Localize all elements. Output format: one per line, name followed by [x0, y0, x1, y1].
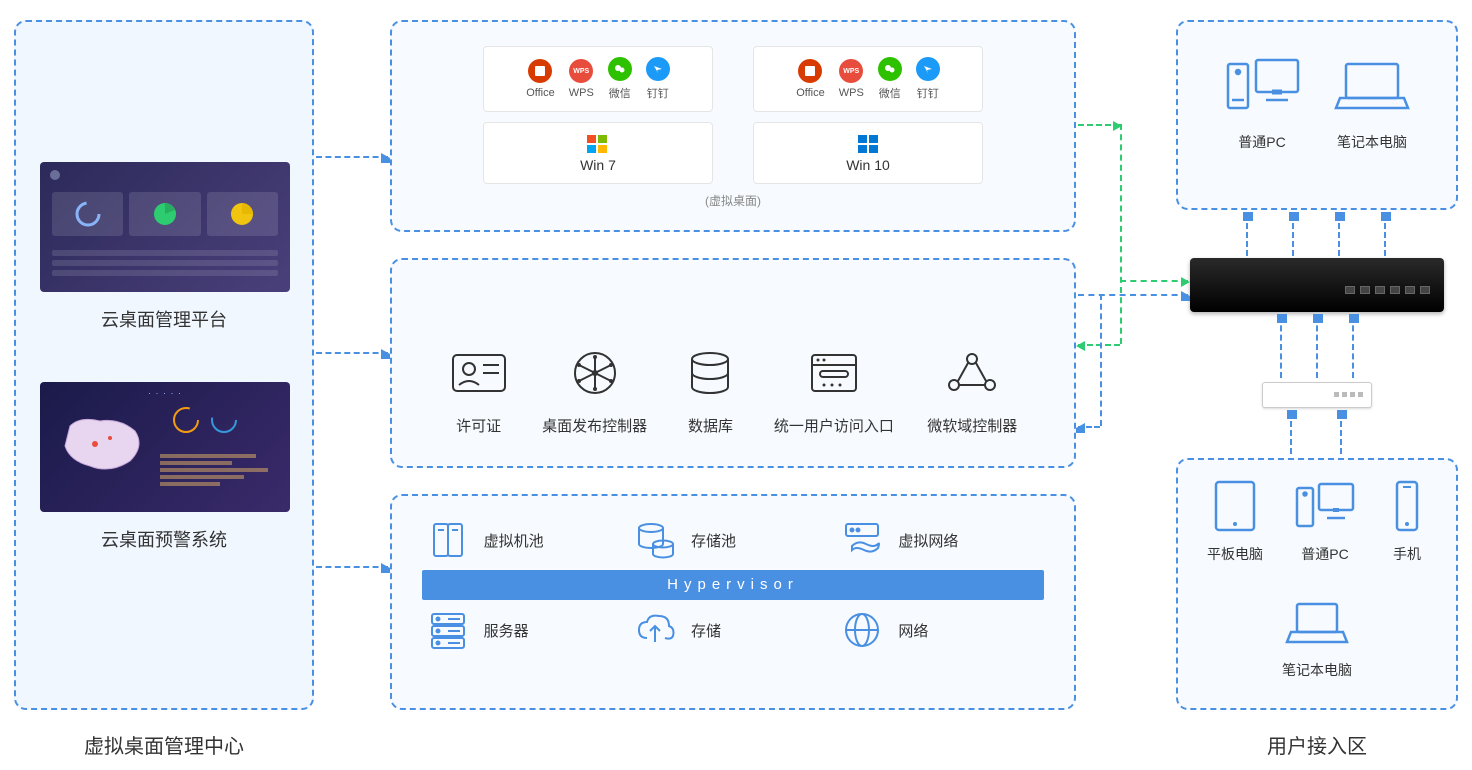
device-laptop2: 笔记本电脑	[1282, 594, 1352, 680]
gateway-device	[1190, 258, 1444, 312]
mgr-panel: 许可证 桌面发布控制器 数据库 统一用户访问入口 微软域控制器	[390, 258, 1076, 468]
connector	[1078, 124, 1120, 126]
connector	[1246, 214, 1248, 256]
device-tablet: 平板电脑	[1207, 478, 1263, 564]
database-icon	[680, 349, 740, 397]
apps-card-win10: Office WPSWPS 微信 钉钉	[753, 46, 983, 112]
os-card-win7: Win 7	[483, 122, 713, 184]
app-wechat: 微信	[608, 57, 632, 101]
apps-card-win7: Office WPSWPS 微信 钉钉	[483, 46, 713, 112]
device-laptop: 笔记本电脑	[1332, 52, 1412, 152]
vnet-icon	[840, 518, 884, 562]
storagepool-icon	[633, 518, 677, 562]
connector	[1340, 412, 1342, 454]
globe-icon	[840, 608, 884, 652]
devices-bot-panel: 平板电脑 普通PC 手机 笔记本电脑	[1176, 458, 1458, 710]
laptop-icon	[1332, 52, 1412, 122]
right-title: 用户接入区	[1176, 730, 1458, 759]
pie-icon	[228, 200, 256, 228]
ad-icon	[942, 349, 1002, 397]
connector	[1352, 316, 1354, 378]
connector	[1384, 214, 1386, 256]
app-dingtalk: 钉钉	[916, 57, 940, 101]
infra-vmpool: 虚拟机池	[426, 518, 626, 562]
connector	[1120, 280, 1188, 282]
ring-icon	[208, 404, 240, 436]
license-icon	[449, 349, 509, 397]
os-card-win10: Win 10	[753, 122, 983, 184]
device-phone: 手机	[1387, 478, 1427, 564]
server-icon	[426, 608, 470, 652]
mgr-license: 许可证	[449, 349, 509, 436]
app-office: Office	[796, 59, 825, 99]
infra-vnet: 虚拟网络	[840, 518, 1040, 562]
connector	[1120, 124, 1122, 344]
app-dingtalk: 钉钉	[646, 57, 670, 101]
connector	[316, 156, 388, 158]
pie-icon	[151, 200, 179, 228]
cloud-up-icon	[633, 608, 677, 652]
left-title: 虚拟桌面管理中心	[14, 730, 314, 759]
mgr-database: 数据库	[680, 349, 740, 436]
thumb2-label: 云桌面预警系统	[40, 526, 288, 552]
china-map-icon	[50, 406, 160, 486]
vmpool-icon	[426, 518, 470, 562]
infra-panel: 虚拟机池 存储池 虚拟网络 Hypervisor 服务器 存储	[390, 494, 1076, 710]
os-label: Win 7	[580, 157, 616, 173]
app-wps: WPSWPS	[839, 59, 864, 99]
connector	[1316, 316, 1318, 378]
infra-storagepool: 存储池	[633, 518, 833, 562]
windows-icon	[856, 133, 880, 155]
app-office: Office	[526, 59, 555, 99]
infra-server: 服务器	[426, 608, 626, 652]
connector	[1078, 294, 1188, 296]
mgr-portal: 统一用户访问入口	[774, 349, 894, 436]
hypervisor-bar: Hypervisor	[422, 570, 1044, 600]
vdesktop-panel: Office WPSWPS 微信 钉钉 Win 7 Office WPSWPS	[390, 20, 1076, 232]
os-label: Win 10	[846, 157, 890, 173]
mgr-ad: 微软域控制器	[927, 349, 1017, 436]
connector	[1290, 412, 1292, 454]
connector	[316, 566, 388, 568]
connector	[1338, 214, 1340, 256]
ring-icon	[170, 404, 202, 436]
app-wps: WPSWPS	[569, 59, 594, 99]
left-panel: 云桌面管理平台 · · · · ·	[14, 20, 314, 710]
vd-caption: (虚拟桌面)	[392, 192, 1074, 209]
device-pc: 普通PC	[1222, 52, 1302, 152]
connector	[1292, 214, 1294, 256]
connector	[316, 352, 388, 354]
phone-icon	[1387, 478, 1427, 534]
laptop-icon	[1285, 594, 1349, 650]
thumb-manage-platform	[40, 162, 290, 292]
desktop-icon	[1293, 478, 1357, 534]
app-wechat: 微信	[878, 57, 902, 101]
gauge-icon	[74, 200, 102, 228]
connector	[1078, 426, 1100, 428]
thumb-alert-system: · · · · ·	[40, 382, 290, 512]
small-switch	[1262, 382, 1372, 408]
infra-network: 网络	[840, 608, 1040, 652]
tablet-icon	[1208, 478, 1262, 534]
device-pc2: 普通PC	[1293, 478, 1357, 564]
windows-icon	[585, 133, 611, 155]
mgr-publisher: 桌面发布控制器	[542, 349, 647, 436]
infra-storage: 存储	[633, 608, 833, 652]
hub-icon	[565, 349, 625, 397]
connector	[1078, 344, 1120, 346]
thumb1-label: 云桌面管理平台	[40, 306, 288, 332]
connector	[1100, 294, 1102, 426]
connector	[1280, 316, 1282, 378]
devices-top-panel: 普通PC 笔记本电脑	[1176, 20, 1458, 210]
portal-icon	[804, 349, 864, 397]
desktop-icon	[1222, 52, 1302, 122]
